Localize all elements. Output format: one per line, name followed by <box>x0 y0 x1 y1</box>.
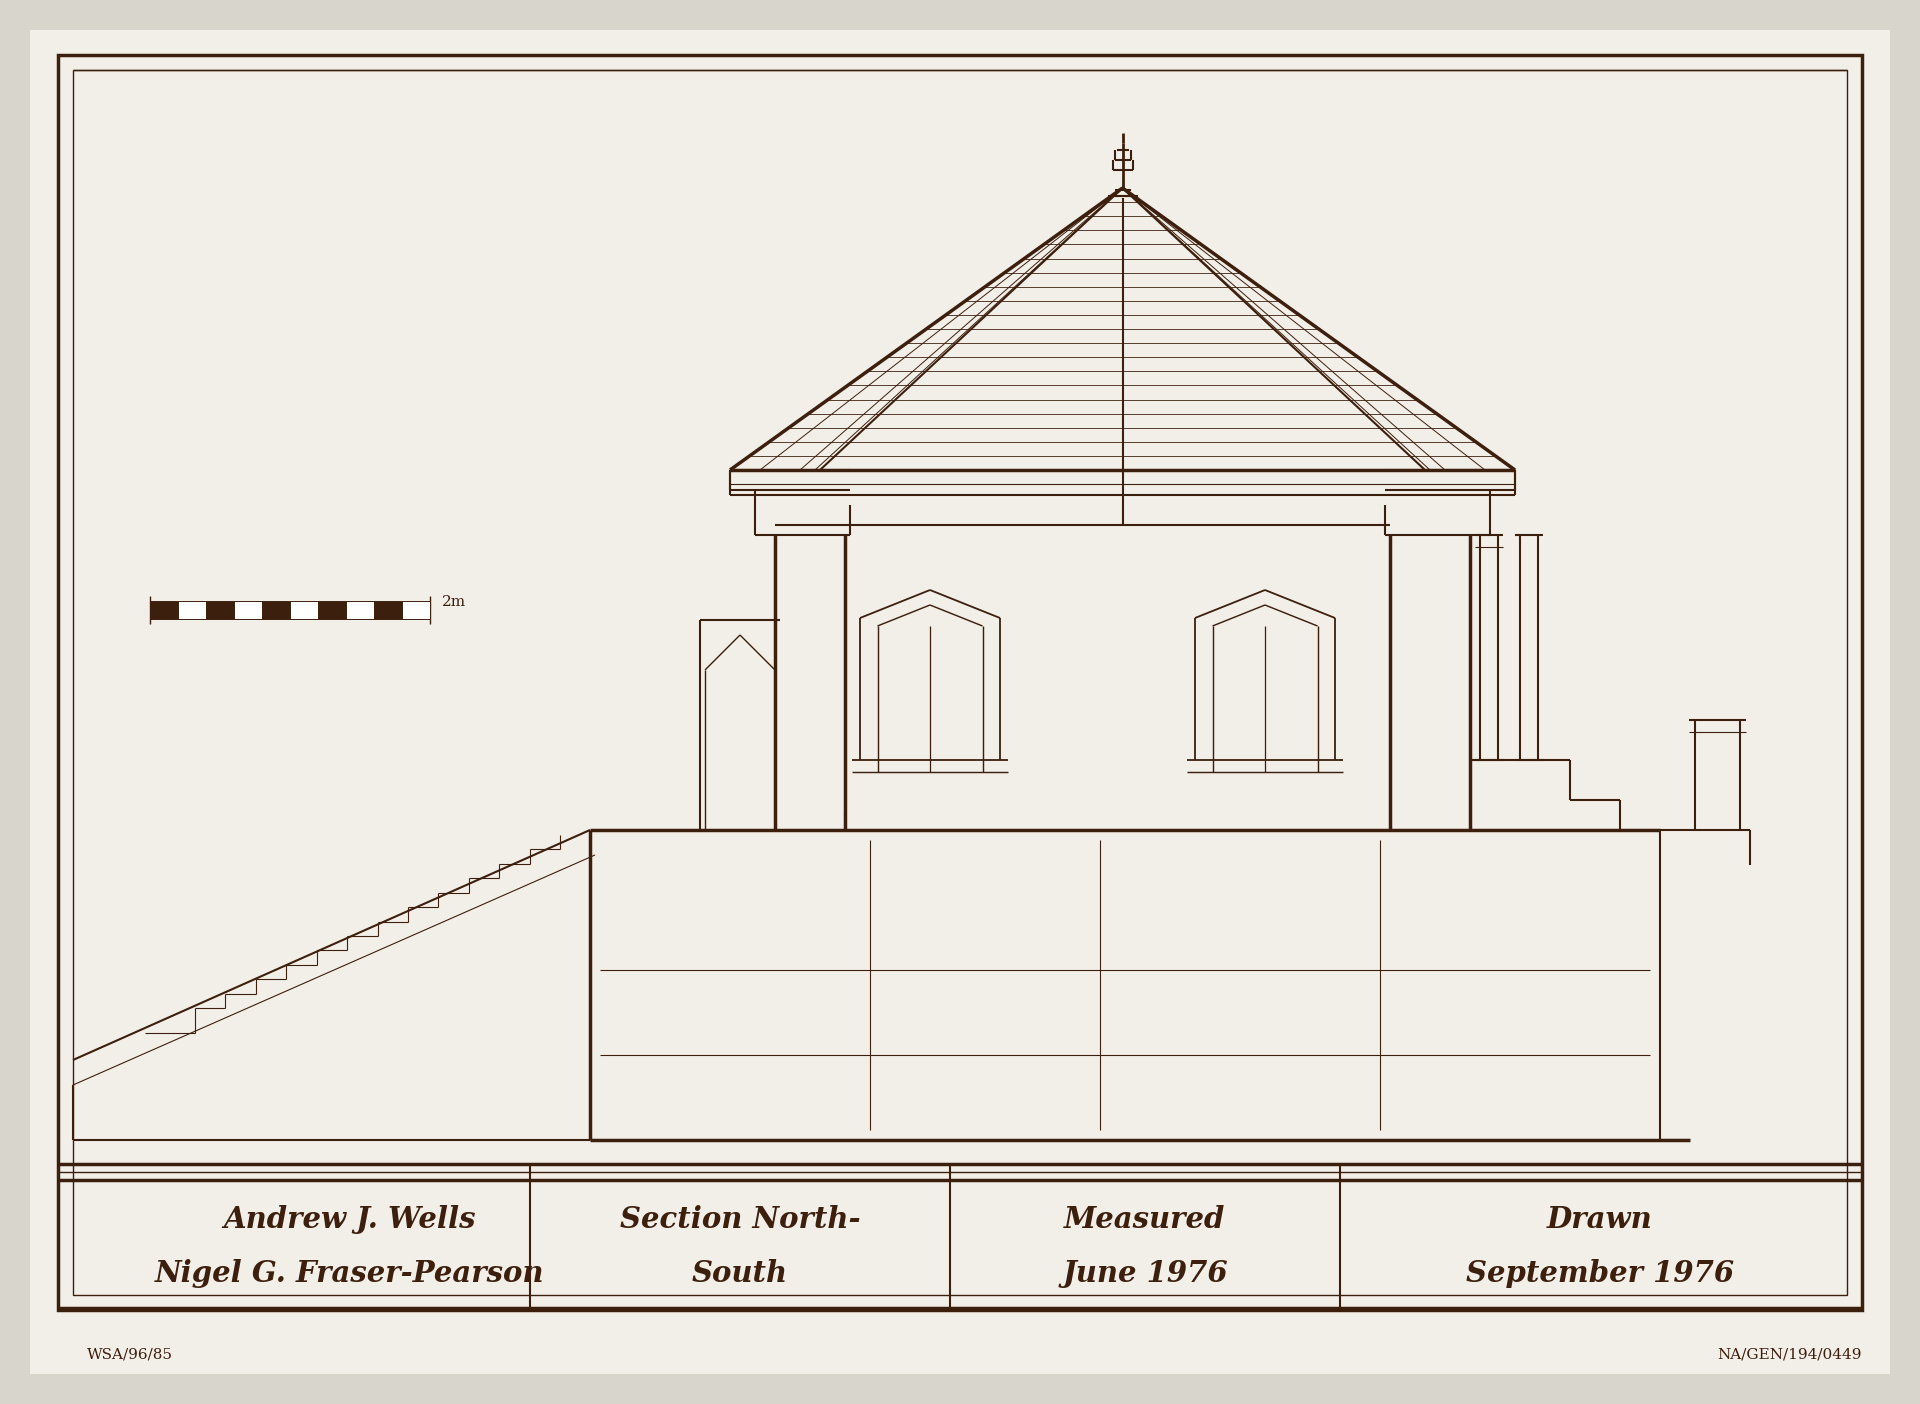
Text: Drawn: Drawn <box>1548 1206 1653 1234</box>
Bar <box>401 601 430 619</box>
Bar <box>234 601 261 619</box>
Text: Section North-: Section North- <box>620 1206 860 1234</box>
Text: NA/GEN/194/0449: NA/GEN/194/0449 <box>1718 1348 1862 1362</box>
Bar <box>58 55 1862 1310</box>
Text: WSA/96/85: WSA/96/85 <box>86 1348 173 1362</box>
Text: Measured: Measured <box>1064 1206 1225 1234</box>
Text: June 1976: June 1976 <box>1062 1258 1227 1287</box>
Text: Andrew J. Wells: Andrew J. Wells <box>225 1206 476 1234</box>
Text: September 1976: September 1976 <box>1467 1258 1734 1287</box>
Bar <box>374 601 401 619</box>
Bar <box>261 601 290 619</box>
Text: 2m: 2m <box>442 595 467 609</box>
Text: Nigel G. Fraser-Pearson: Nigel G. Fraser-Pearson <box>156 1258 545 1287</box>
Bar <box>179 601 205 619</box>
Bar <box>290 601 319 619</box>
Bar <box>205 601 234 619</box>
Bar <box>346 601 374 619</box>
Bar <box>73 70 1847 1294</box>
Bar <box>319 601 346 619</box>
Text: South: South <box>691 1258 787 1287</box>
Bar <box>150 601 179 619</box>
